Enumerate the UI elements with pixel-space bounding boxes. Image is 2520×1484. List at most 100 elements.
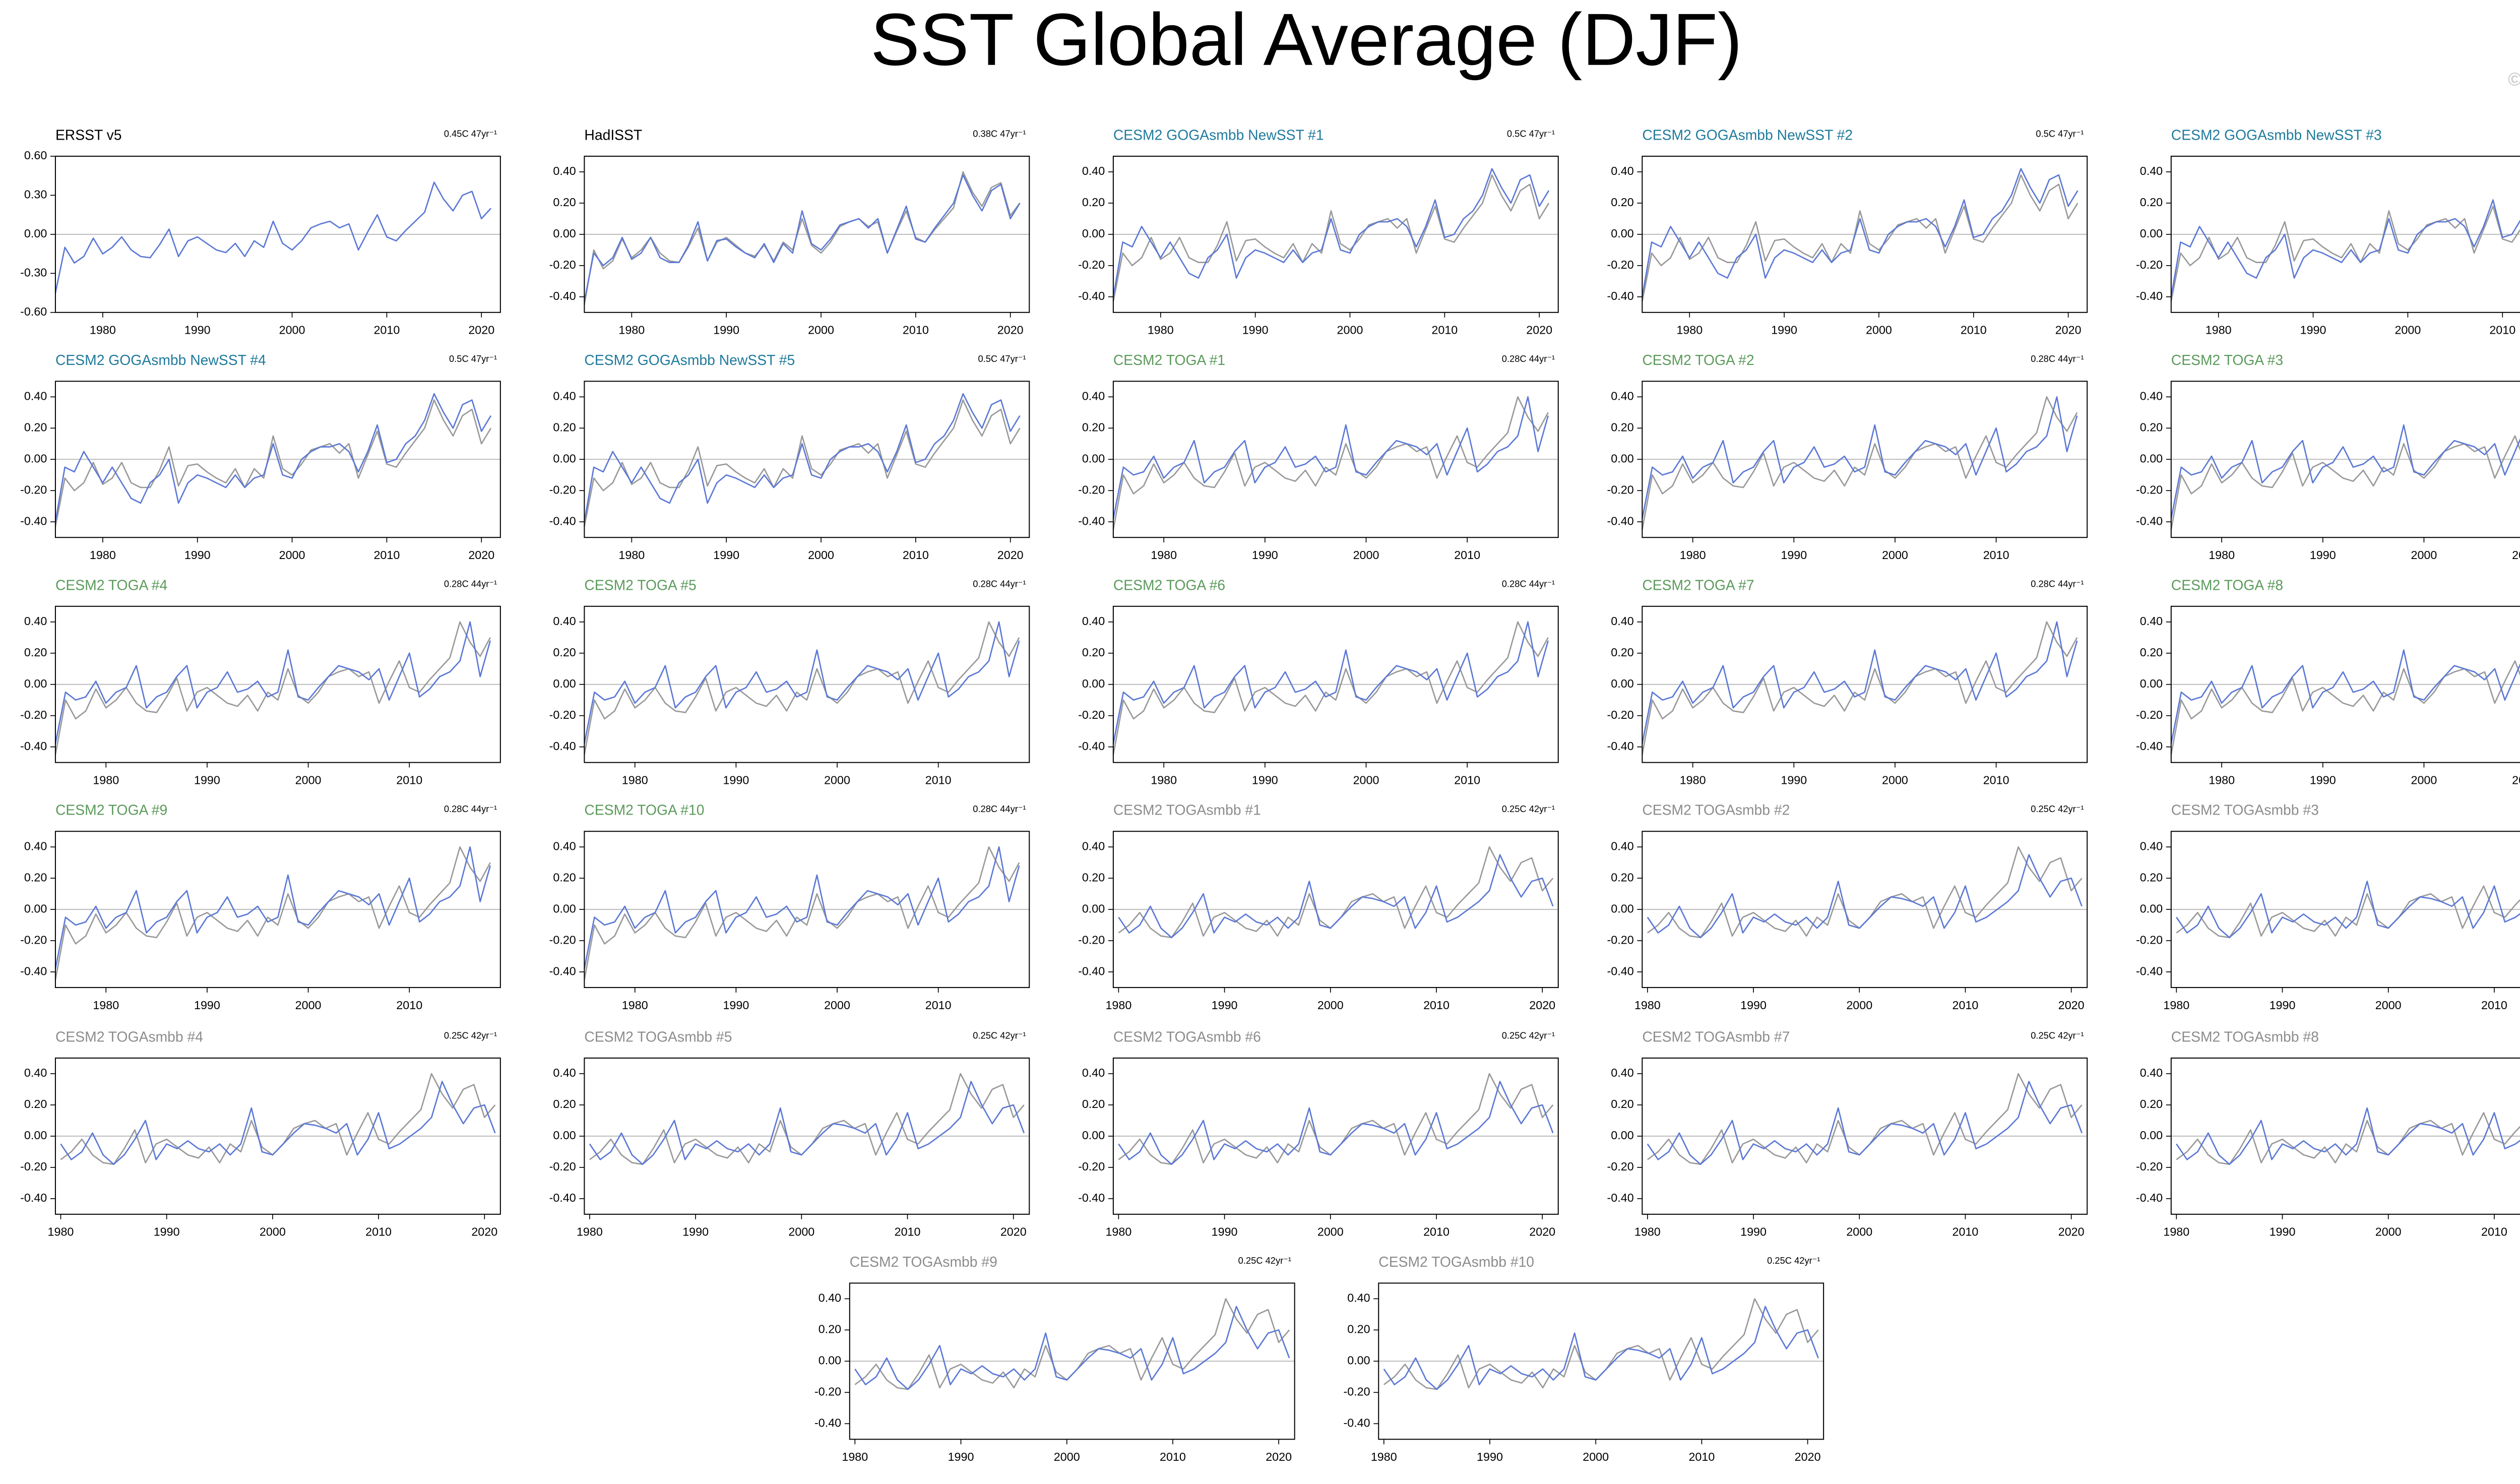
panel: CESM2 TOGA #80.28C 44yr⁻¹-0.40-0.200.000…	[2136, 577, 2520, 786]
x-tick-label: 2000	[279, 324, 305, 337]
x-tick-label: 2000	[1353, 548, 1379, 562]
y-tick-label: 0.00	[1082, 902, 1105, 915]
x-tick-label: 2020	[471, 1225, 497, 1239]
series-line	[2176, 1107, 2520, 1165]
panel-title: CESM2 GOGAsmbb NewSST #2	[1642, 127, 1853, 143]
x-tick-label: 1980	[1105, 1225, 1131, 1239]
x-tick-label: 1990	[194, 773, 220, 786]
y-tick-label: 0.20	[24, 646, 47, 659]
x-tick-label: 2000	[788, 1225, 814, 1239]
plot-frame	[2170, 605, 2520, 763]
y-tick-label: 0.40	[553, 614, 576, 628]
y-tick-label: -0.40	[1607, 739, 1634, 753]
series-line	[584, 399, 1021, 527]
x-tick-label: 2000	[808, 548, 834, 562]
y-tick-label: -0.40	[1078, 739, 1105, 753]
y-tick-label: -0.20	[1607, 1160, 1634, 1173]
plot-frame	[2170, 381, 2520, 538]
series-line	[54, 181, 492, 293]
y-tick-label: 0.30	[24, 188, 47, 201]
x-tick-label: 2000	[295, 773, 322, 786]
plot-frame	[849, 1282, 1295, 1440]
x-tick-label: 1990	[1242, 324, 1269, 337]
y-tick-label: -0.20	[1607, 933, 1634, 946]
y-tick-label: 0.40	[1082, 164, 1105, 177]
y-tick-label: 0.20	[553, 646, 576, 659]
y-tick-label: -0.20	[2136, 1160, 2163, 1173]
y-tick-label: 0.40	[1611, 1066, 1633, 1079]
y-tick-label: 0.00	[1082, 227, 1105, 240]
y-tick-label: 0.40	[24, 390, 47, 403]
y-tick-label: -0.40	[1607, 514, 1634, 527]
x-tick-label: 2010	[895, 1225, 921, 1239]
y-tick-label: 0.00	[1611, 1129, 1633, 1142]
panel: CESM2 GOGAsmbb NewSST #5 0.5C 47yr⁻¹ -0.40…	[549, 352, 1030, 562]
x-tick-label: 1990	[2310, 773, 2336, 786]
x-tick-label: 2010	[2481, 1225, 2507, 1239]
panel-title: CESM2 TOGA #2	[1642, 352, 1754, 368]
panel-title: CESM2 TOGAsmbb #8	[2171, 1029, 2319, 1045]
panel: CESM2 TOGA #5 0.28C 44yr⁻¹ -0.40 -0.20 0.00 0…	[549, 577, 1030, 786]
plot-frame	[1642, 831, 2088, 988]
y-tick-label: -0.20	[20, 483, 47, 496]
y-tick-label: -0.40	[2136, 1191, 2163, 1204]
y-tick-label: 0.40	[1082, 839, 1105, 852]
trend-label: 0.5C 47yr⁻¹	[978, 353, 1026, 364]
y-tick-label: 0.40	[818, 1291, 841, 1305]
x-tick-label: 1980	[93, 999, 119, 1012]
y-tick-label: -0.20	[1078, 933, 1105, 946]
y-tick-label: -0.20	[1343, 1385, 1370, 1398]
panel: CESM2 TOGA #1 0.28C 44yr⁻¹ -0.40 -0.20 0.00 0…	[1078, 352, 1559, 562]
y-tick-label: -0.20	[2136, 483, 2163, 496]
trend-label: 0.25C 42yr⁻¹	[2031, 803, 2084, 814]
panel: CESM2 TOGAsmbb #6 0.25C 42yr⁻¹ -0.40 -0.20 0…	[1078, 1029, 1559, 1239]
x-tick-label: 1980	[577, 1225, 603, 1239]
y-tick-label: 0.40	[2140, 614, 2163, 628]
x-tick-label: 2000	[2411, 548, 2437, 562]
x-tick-label: 1990	[682, 1225, 709, 1239]
x-tick-label: 2000	[1882, 548, 1908, 562]
panel: CESM2 TOGAsmbb #7 0.25C 42yr⁻¹ -0.40 -0.20 0…	[1607, 1029, 2088, 1239]
x-tick-label: 2000	[1337, 324, 1363, 337]
trend-label: 0.28C 44yr⁻¹	[973, 578, 1026, 589]
trend-label: 0.25C 42yr⁻¹	[1238, 1255, 1291, 1266]
y-tick-label: 0.00	[553, 1129, 576, 1142]
y-tick-label: -0.40	[549, 1191, 576, 1204]
series-line	[2170, 435, 2520, 530]
x-tick-label: 1990	[723, 773, 749, 786]
panel: CESM2 TOGA #7 0.28C 44yr⁻¹ -0.40 -0.20 0.00 0…	[1607, 577, 2088, 786]
y-tick-label: 0.00	[553, 902, 576, 915]
x-tick-label: 1980	[622, 773, 648, 786]
y-tick-label: 0.00	[24, 1129, 47, 1142]
y-tick-label: -0.40	[20, 964, 47, 977]
series-line	[1642, 168, 2078, 297]
panel: CESM2 TOGA #30.28C 44yr⁻¹-0.40-0.200.000…	[2136, 352, 2520, 562]
panel: CESM2 TOGAsmbb #1 0.25C 42yr⁻¹ -0.40 -0.20 0…	[1078, 802, 1559, 1012]
x-tick-label: 2010	[1454, 548, 1480, 562]
y-tick-label: 0.40	[1082, 614, 1105, 628]
series-line	[54, 621, 491, 744]
y-tick-label: 0.40	[1082, 1066, 1105, 1079]
series-line	[584, 393, 1021, 522]
x-tick-label: 1980	[1148, 324, 1174, 337]
trend-label: 0.25C 42yr⁻¹	[444, 1030, 497, 1041]
trend-label: 0.45C 47yr⁻¹	[444, 128, 497, 139]
trend-label: 0.25C 42yr⁻¹	[2031, 1030, 2084, 1041]
x-tick-label: 1980	[618, 548, 645, 562]
y-tick-label: 0.40	[1611, 614, 1633, 628]
trend-label: 0.28C 44yr⁻¹	[444, 803, 497, 814]
x-tick-label: 1990	[184, 324, 211, 337]
panel-title: CESM2 TOGA #6	[1113, 577, 1225, 593]
y-tick-label: 0.60	[24, 149, 47, 162]
plot-frame	[584, 831, 1030, 988]
y-tick-label: -0.40	[1607, 964, 1634, 977]
series-line	[1112, 621, 1549, 744]
x-tick-label: 1990	[194, 999, 220, 1012]
x-tick-label: 2000	[2375, 1225, 2402, 1239]
panel-title: CESM2 TOGAsmbb #7	[1642, 1029, 1790, 1045]
plot-frame	[584, 381, 1030, 538]
y-tick-label: -0.20	[549, 708, 576, 721]
x-tick-label: 1980	[2163, 1225, 2189, 1239]
panel: CESM2 GOGAsmbb NewSST #1 0.5C 47yr⁻¹ -0.40…	[1078, 127, 1559, 337]
y-tick-label: -0.40	[1078, 289, 1105, 302]
